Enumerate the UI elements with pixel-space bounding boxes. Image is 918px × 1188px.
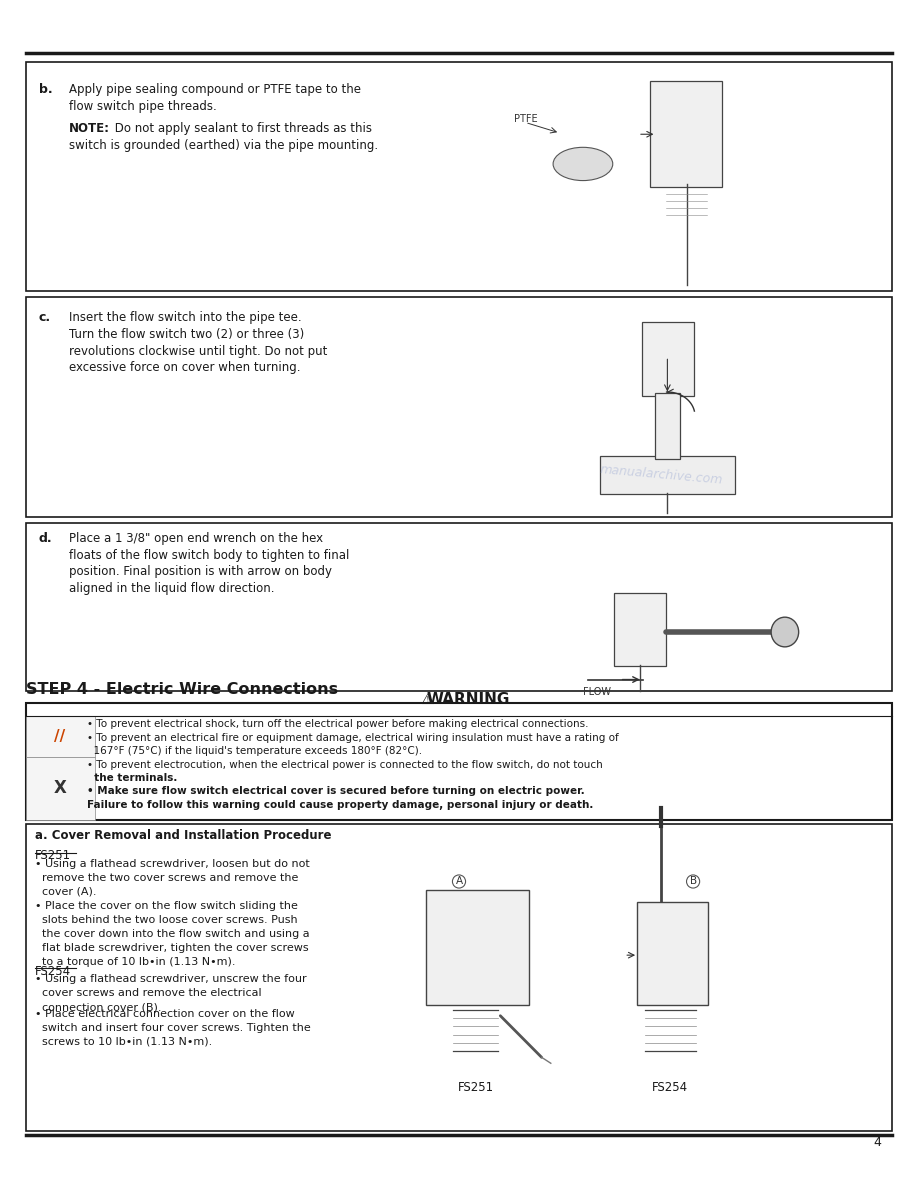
Text: excessive force on cover when turning.: excessive force on cover when turning. xyxy=(69,361,300,374)
Text: Apply pipe sealing compound or PTFE tape to the: Apply pipe sealing compound or PTFE tape… xyxy=(69,83,361,96)
Text: position. Final position is with arrow on body: position. Final position is with arrow o… xyxy=(69,565,331,579)
Text: Do not apply sealant to first threads as this: Do not apply sealant to first threads as… xyxy=(111,122,372,135)
FancyBboxPatch shape xyxy=(614,593,666,666)
Text: b.: b. xyxy=(39,83,52,96)
Text: X: X xyxy=(53,778,66,797)
Text: WARNING: WARNING xyxy=(427,691,509,707)
Text: c.: c. xyxy=(39,311,50,324)
Text: • Place the cover on the flow switch sliding the
  slots behind the two loose co: • Place the cover on the flow switch sli… xyxy=(35,901,309,967)
Text: • To prevent an electrical fire or equipment damage, electrical wiring insulatio: • To prevent an electrical fire or equip… xyxy=(87,733,619,742)
Text: FS254: FS254 xyxy=(35,965,71,978)
FancyBboxPatch shape xyxy=(650,81,722,187)
Ellipse shape xyxy=(771,618,799,646)
Text: PTFE: PTFE xyxy=(514,114,538,124)
Text: Place a 1 3/8" open end wrench on the hex: Place a 1 3/8" open end wrench on the he… xyxy=(69,532,323,545)
Text: //: // xyxy=(54,729,65,744)
Text: flow switch pipe threads.: flow switch pipe threads. xyxy=(69,100,217,113)
FancyBboxPatch shape xyxy=(637,902,708,1005)
Text: Turn the flow switch two (2) or three (3): Turn the flow switch two (2) or three (3… xyxy=(69,328,304,341)
Text: aligned in the liquid flow direction.: aligned in the liquid flow direction. xyxy=(69,582,274,595)
Text: Insert the flow switch into the pipe tee.: Insert the flow switch into the pipe tee… xyxy=(69,311,301,324)
FancyBboxPatch shape xyxy=(655,393,680,459)
Text: • To prevent electrical shock, turn off the electrical power before making elect: • To prevent electrical shock, turn off … xyxy=(87,719,588,728)
Text: floats of the flow switch body to tighten to final: floats of the flow switch body to tighte… xyxy=(69,549,349,562)
Text: 4: 4 xyxy=(873,1136,881,1149)
Text: • To prevent electrocution, when the electrical power is connected to the flow s: • To prevent electrocution, when the ele… xyxy=(87,760,603,770)
FancyBboxPatch shape xyxy=(26,716,95,757)
Text: • Using a flathead screwdriver, unscrew the four
  cover screws and remove the e: • Using a flathead screwdriver, unscrew … xyxy=(35,974,307,1012)
Text: switch is grounded (earthed) via the pipe mounting.: switch is grounded (earthed) via the pip… xyxy=(69,139,378,152)
FancyBboxPatch shape xyxy=(26,824,892,1131)
Text: • Using a flathead screwdriver, loosen but do not
  remove the two cover screws : • Using a flathead screwdriver, loosen b… xyxy=(35,859,309,897)
Text: Failure to follow this warning could cause property damage, personal injury or d: Failure to follow this warning could cau… xyxy=(87,800,594,809)
Text: STEP 4 - Electric Wire Connections: STEP 4 - Electric Wire Connections xyxy=(26,682,338,697)
FancyBboxPatch shape xyxy=(26,62,892,291)
FancyBboxPatch shape xyxy=(26,757,95,820)
FancyBboxPatch shape xyxy=(26,703,892,820)
Text: B: B xyxy=(689,877,697,886)
Text: FLOW: FLOW xyxy=(583,687,611,696)
Text: NOTE:: NOTE: xyxy=(69,122,110,135)
FancyBboxPatch shape xyxy=(26,523,892,691)
Text: d.: d. xyxy=(39,532,52,545)
Text: FS251: FS251 xyxy=(35,849,71,862)
Text: 167°F (75°C) if the liquid's temperature exceeds 180°F (82°C).: 167°F (75°C) if the liquid's temperature… xyxy=(87,746,422,756)
FancyBboxPatch shape xyxy=(600,456,735,494)
Text: • Make sure flow switch electrical cover is secured before turning on electric p: • Make sure flow switch electrical cover… xyxy=(87,786,585,796)
Text: manualarchive.com: manualarchive.com xyxy=(599,463,723,487)
Text: revolutions clockwise until tight. Do not put: revolutions clockwise until tight. Do no… xyxy=(69,345,327,358)
Text: the terminals.: the terminals. xyxy=(87,773,177,783)
Text: FS254: FS254 xyxy=(652,1081,688,1094)
FancyBboxPatch shape xyxy=(26,297,892,517)
Text: • Place electrical connection cover on the flow
  switch and insert four cover s: • Place electrical connection cover on t… xyxy=(35,1009,310,1047)
FancyBboxPatch shape xyxy=(642,322,694,396)
Text: A: A xyxy=(455,877,463,886)
Text: FS251: FS251 xyxy=(457,1081,494,1094)
FancyBboxPatch shape xyxy=(426,890,529,1005)
Text: a. Cover Removal and Installation Procedure: a. Cover Removal and Installation Proced… xyxy=(35,829,331,842)
Text: ⚠: ⚠ xyxy=(420,691,433,707)
Ellipse shape xyxy=(553,147,613,181)
